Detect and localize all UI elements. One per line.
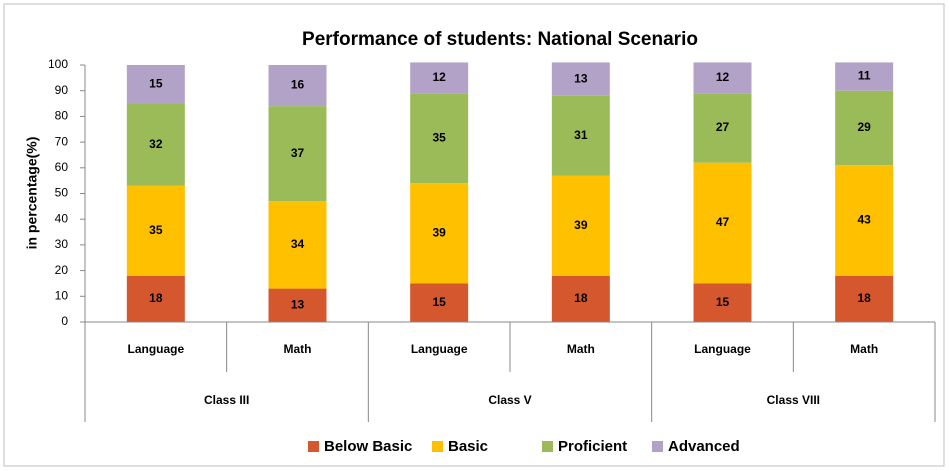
- data-label: 18: [149, 291, 163, 305]
- y-tick-label: 50: [55, 186, 69, 200]
- x-tick-label: Language: [694, 342, 751, 356]
- bar-segment: [268, 288, 327, 322]
- bar-segment: [551, 95, 610, 176]
- bar-segment: [268, 106, 327, 202]
- bar-segment: [126, 275, 185, 322]
- y-tick-label: 90: [55, 83, 69, 97]
- legend-label: Basic: [448, 438, 488, 455]
- bar-segment: [835, 62, 894, 91]
- y-tick-label: 0: [61, 314, 68, 328]
- legend-swatch: [652, 441, 663, 452]
- bar-segment: [410, 93, 469, 184]
- bar-segment: [551, 275, 610, 322]
- data-label: 16: [291, 78, 305, 92]
- bar-segment: [551, 175, 610, 276]
- y-tick-label: 70: [55, 134, 69, 148]
- data-label: 11: [858, 69, 871, 83]
- data-label: 43: [857, 213, 871, 227]
- data-label: 12: [432, 70, 446, 84]
- data-label: 39: [432, 226, 446, 240]
- x-tick-label: Language: [411, 342, 468, 356]
- legend-swatch: [542, 441, 553, 452]
- bar-segment: [551, 62, 610, 96]
- group-label: Class V: [488, 393, 531, 407]
- legend-label: Advanced: [668, 438, 740, 455]
- y-tick-label: 40: [55, 211, 69, 225]
- data-label: 31: [574, 128, 588, 142]
- y-tick-label: 80: [55, 109, 69, 123]
- legend-swatch: [308, 441, 319, 452]
- data-label: 32: [149, 137, 163, 151]
- data-label: 18: [574, 291, 588, 305]
- legend-label: Below Basic: [324, 438, 412, 455]
- data-label: 13: [574, 71, 588, 85]
- y-axis-label: in percentage(%): [24, 137, 40, 250]
- y-tick-label: 10: [55, 288, 69, 302]
- data-label: 35: [149, 223, 163, 237]
- data-label: 15: [716, 295, 730, 309]
- bar-segment: [126, 185, 185, 276]
- bar-segment: [268, 201, 327, 289]
- data-label: 13: [291, 297, 305, 311]
- data-label: 39: [574, 218, 588, 232]
- data-label: 18: [857, 291, 871, 305]
- bar-segment: [268, 65, 327, 107]
- bar-segment: [693, 93, 752, 163]
- legend-label: Proficient: [558, 438, 627, 455]
- y-tick-label: 60: [55, 160, 69, 174]
- bar-segment: [126, 65, 185, 104]
- bar-segment: [693, 162, 752, 284]
- data-label: 47: [716, 215, 730, 229]
- x-tick-label: Math: [850, 342, 878, 356]
- bar-segment: [835, 90, 894, 166]
- data-label: 15: [432, 295, 446, 309]
- bar-segment: [410, 62, 469, 94]
- bar-segment: [835, 275, 894, 322]
- data-label: 37: [291, 146, 305, 160]
- bar-segment: [835, 165, 894, 276]
- x-tick-label: Math: [567, 342, 595, 356]
- group-label: Class VIII: [767, 393, 820, 407]
- group-label: Class III: [204, 393, 249, 407]
- data-label: 12: [716, 70, 730, 84]
- data-label: 34: [291, 237, 305, 251]
- data-label: 35: [432, 130, 446, 144]
- y-tick-label: 30: [55, 237, 69, 251]
- bar-segment: [126, 103, 185, 186]
- bar-segment: [410, 283, 469, 322]
- data-label: 29: [857, 120, 871, 134]
- bar-segment: [410, 183, 469, 284]
- x-tick-label: Language: [127, 342, 184, 356]
- legend-swatch: [432, 441, 443, 452]
- y-tick-label: 20: [55, 263, 69, 277]
- bar-segment: [693, 283, 752, 322]
- data-label: 27: [716, 120, 730, 134]
- data-label: 15: [149, 76, 163, 90]
- y-tick-label: 100: [48, 57, 68, 71]
- bar-segment: [693, 62, 752, 94]
- chart-title: Performance of students: National Scenar…: [302, 29, 698, 50]
- x-tick-label: Math: [284, 342, 312, 356]
